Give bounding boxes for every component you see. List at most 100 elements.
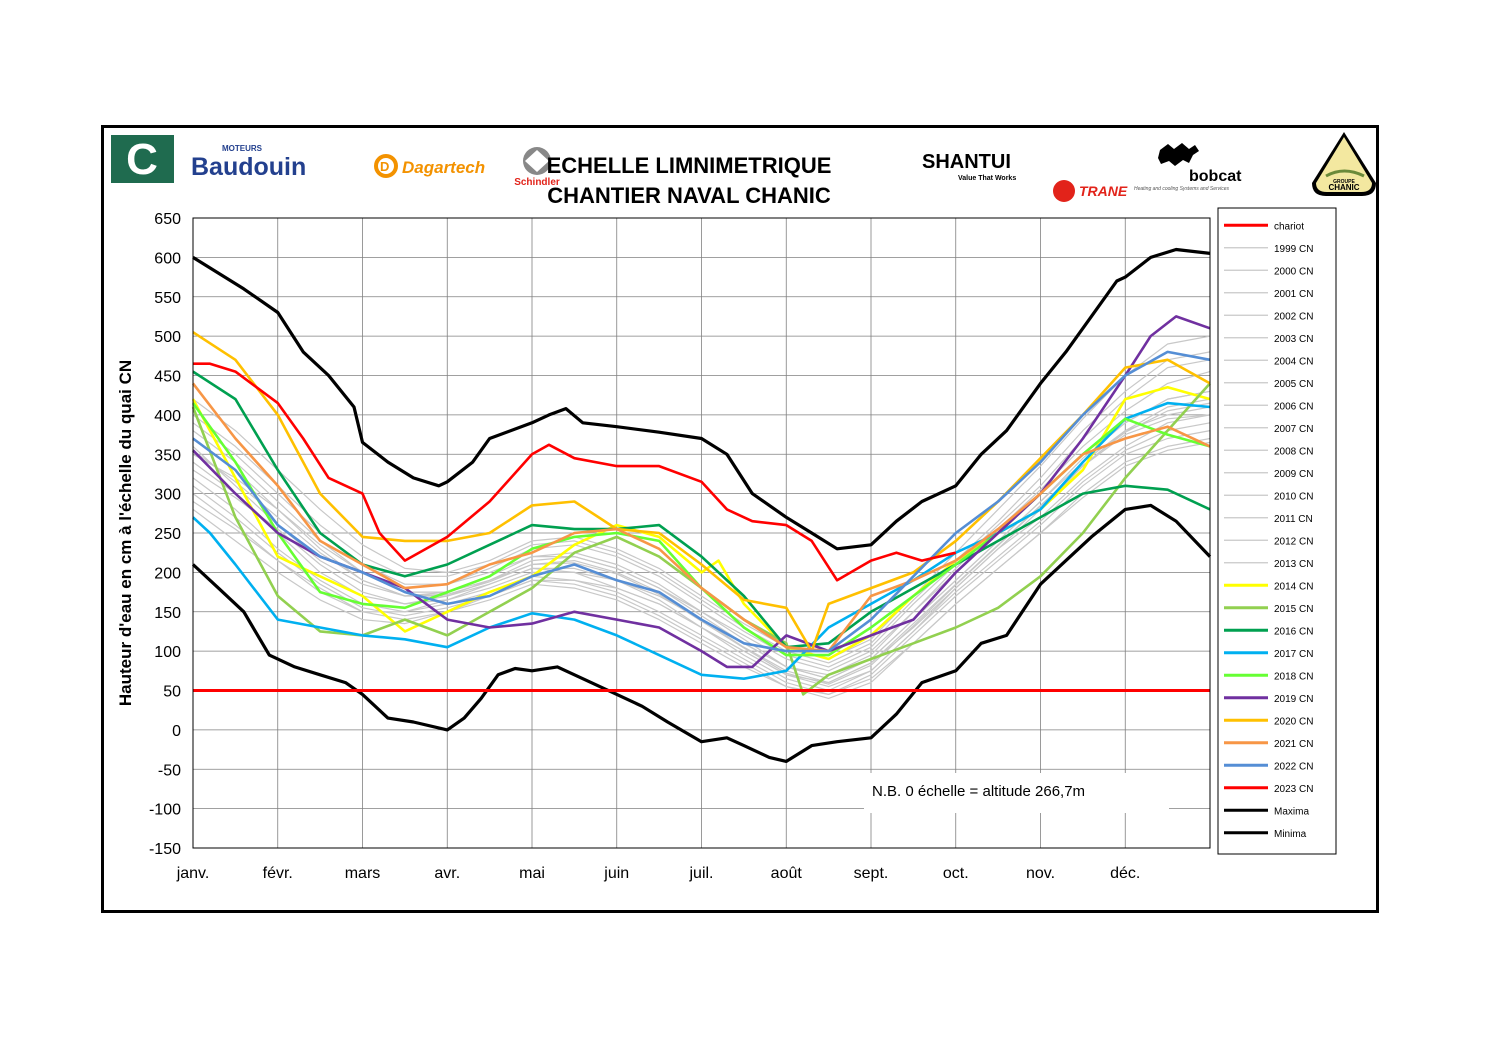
series-line (192, 247, 1211, 551)
series-line (191, 382, 1211, 653)
y-tick-label: -50 (158, 762, 181, 779)
legend-label: 2003 CN (1274, 334, 1313, 345)
series-line (192, 331, 1211, 653)
y-tick-label: 450 (154, 369, 181, 386)
chanic-shield-inner (1316, 137, 1372, 192)
legend-label: 2006 CN (1274, 401, 1313, 412)
annotation-background (864, 773, 1169, 813)
x-tick-label: mars (345, 865, 381, 882)
dagartech-ring (374, 154, 398, 178)
legend-label: 2018 CN (1274, 671, 1313, 682)
y-tick-label: 100 (154, 644, 181, 661)
x-tick-label: nov. (1026, 865, 1055, 882)
chanic-logo: GROUPE CHANIC (1312, 132, 1376, 196)
legend-label: 2023 CN (1274, 784, 1313, 795)
baudouin-text: Baudouin (191, 153, 306, 181)
legend-label: 2010 CN (1274, 491, 1313, 502)
chanic-text: CHANIC (1328, 183, 1359, 192)
legend-label: 2004 CN (1274, 356, 1313, 367)
y-tick-label: 300 (154, 487, 181, 504)
y-axis-label: Hauteur d'eau en cm à l'échelle du quai … (116, 360, 135, 706)
legend-label: 2014 CN (1274, 581, 1313, 592)
legend-label: chariot (1274, 221, 1304, 232)
y-tick-label: 50 (163, 684, 181, 701)
series-line (193, 362, 957, 582)
y-tick-label: 400 (154, 408, 181, 425)
chart-frame: C MOTEURS Baudouin D Dagartech Schindler… (101, 125, 1379, 913)
y-tick-label: 650 (154, 211, 181, 228)
legend-label: Minima (1274, 829, 1307, 840)
legend-label: 2020 CN (1274, 716, 1313, 727)
y-tick-label: 200 (154, 565, 181, 582)
y-tick-label: 250 (154, 526, 181, 543)
legend-label: 2002 CN (1274, 311, 1313, 322)
bobcat-emblem (1158, 143, 1199, 166)
legend-label: 2000 CN (1274, 266, 1313, 277)
series-line (192, 401, 1211, 680)
shantui-text: SHANTUI (922, 151, 1011, 173)
y-tick-label: 550 (154, 290, 181, 307)
grid (192, 217, 1210, 849)
trane-tagline: Heating and cooling Systems and Services (1134, 186, 1230, 192)
trane-logo: TRANE Heating and cooling Systems and Se… (1053, 180, 1230, 202)
baudouin-logo: MOTEURS Baudouin (191, 144, 306, 181)
legend-label: 2022 CN (1274, 761, 1313, 772)
legend-label: 2005 CN (1274, 379, 1313, 390)
legend-items: chariot 1999 CN 2000 CN 2001 CN 2002 CN 2003 … (1224, 221, 1313, 840)
chanic-wave (1325, 169, 1365, 178)
legend-box (1217, 207, 1337, 855)
x-tick-label: janv. (176, 865, 210, 882)
legend-label: 2007 CN (1274, 424, 1313, 435)
x-tick-label: oct. (943, 865, 969, 882)
y-axis-ticks: 650600550500450400350300250200150100500-… (149, 211, 181, 858)
y-tick-label: -100 (149, 802, 181, 819)
schindler-emblem-inner (525, 150, 549, 172)
y-tick-label: 600 (154, 250, 181, 267)
legend-label: 2021 CN (1274, 739, 1313, 750)
chart-svg: C MOTEURS Baudouin D Dagartech Schindler… (111, 132, 1376, 882)
legend-label: 2011 CN (1274, 514, 1313, 525)
x-tick-label: mai (519, 865, 545, 882)
legend-label: 2001 CN (1274, 289, 1313, 300)
plot-area-border (192, 217, 1211, 849)
x-tick-label: sept. (854, 865, 889, 882)
shantui-logo: SHANTUI Value That Works (922, 151, 1016, 182)
y-tick-label: 500 (154, 329, 181, 346)
x-tick-label: juin (603, 865, 629, 882)
historic-series-line (192, 335, 1211, 660)
annotation-text: N.B. 0 échelle = altitude 266,7m (872, 783, 1085, 800)
shantui-tagline: Value That Works (958, 175, 1016, 182)
c-logo-box (111, 135, 174, 183)
x-tick-label: févr. (263, 865, 293, 882)
legend-label: 2017 CN (1274, 649, 1313, 660)
dagartech-d: D (380, 159, 389, 174)
legend-label: 2008 CN (1274, 446, 1313, 457)
chart-title-line2: CHANTIER NAVAL CHANIC (547, 183, 831, 208)
legend-label: 1999 CN (1274, 244, 1313, 255)
legend-label: 2019 CN (1274, 694, 1313, 705)
bobcat-text: bobcat (1189, 168, 1242, 185)
y-tick-label: 150 (154, 605, 181, 622)
x-tick-label: juil. (688, 865, 713, 882)
chart-title-line1: ECHELLE LIMNIMETRIQUE (547, 153, 832, 178)
legend-label: 2012 CN (1274, 536, 1313, 547)
x-axis-ticks: janv. févr. mars avr. mai juin juil. août sept. o… (176, 865, 1141, 882)
historic-series-line (192, 402, 1211, 685)
y-tick-label: -150 (149, 841, 181, 858)
chanic-groupe: GROUPE (1333, 179, 1355, 185)
historic-series-line (192, 441, 1211, 695)
legend-label: Maxima (1274, 806, 1309, 817)
historic-series-line (192, 351, 1211, 664)
schindler-logo: Schindler (514, 147, 560, 188)
dagartech-text: Dagartech (402, 158, 485, 177)
series-line (192, 350, 1211, 653)
legend: chariot 1999 CN 2000 CN 2001 CN 2002 CN 2003 … (1217, 207, 1337, 855)
dagartech-logo: D Dagartech (374, 154, 485, 178)
x-tick-label: déc. (1110, 865, 1140, 882)
legend-label: 2009 CN (1274, 469, 1313, 480)
legend-label: 2016 CN (1274, 626, 1313, 637)
trane-emblem (1053, 180, 1075, 202)
y-tick-label: 0 (172, 723, 181, 740)
schindler-text: Schindler (514, 177, 560, 188)
c-logo-letter: C (126, 135, 158, 184)
